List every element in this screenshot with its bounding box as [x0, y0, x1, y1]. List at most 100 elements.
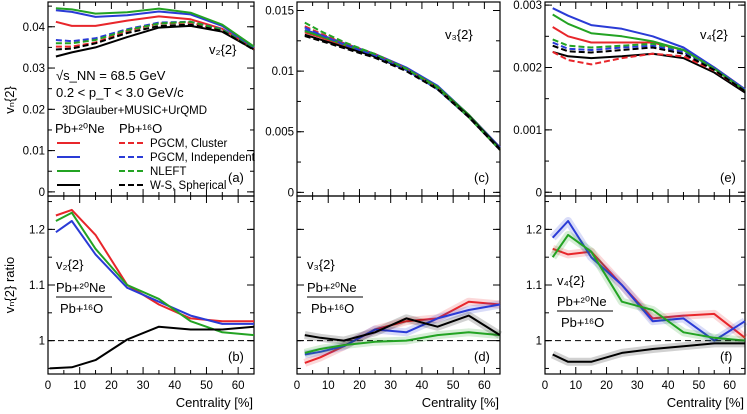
x-tick-label: 60	[723, 380, 736, 392]
panel-a-annotation-model: 3DGlauber+MUSIC+UrQMD	[62, 105, 207, 117]
series-w-s-spherical-line	[49, 325, 255, 370]
y-tick-label: 1.2	[526, 224, 542, 236]
panel-f-ratio-num: Pb+²⁰Ne	[557, 294, 607, 309]
y-tick-label: 0.015	[265, 5, 294, 17]
panel-e-label: (e)	[720, 170, 736, 185]
series-pgcm-independent-line	[55, 220, 254, 325]
y-tick-label: 0	[288, 187, 294, 199]
series-nleft-pb-ne20-line	[304, 30, 501, 150]
panel-e-ticks	[544, 2, 746, 196]
x-tick-label: 0	[542, 380, 548, 392]
panel-f-ratio-den: Pb+¹⁶O	[561, 315, 604, 330]
panel-f-ticks	[544, 196, 746, 374]
series-w-s-spherical-pb-ne20-line	[304, 33, 501, 150]
panel-a-annotation-pt: 0.2 < p_T < 3.0 GeV/c	[56, 85, 184, 100]
x-tick-label: 40	[662, 380, 675, 392]
panel-d-xtick-labels: 0 10 20 30 40 50 60	[294, 380, 491, 392]
y-tick-label: 0.04	[23, 22, 46, 34]
x-tick-label: 10	[73, 380, 86, 392]
series-w-s-spherical-line	[552, 342, 745, 363]
panel-f-ratio-label: v₄{2}	[557, 273, 585, 288]
legend-header-o: Pb+¹⁶O	[119, 121, 162, 136]
panel-b-ylabel: vₙ{2} ratio	[2, 257, 17, 314]
x-tick-label: 0	[45, 380, 51, 392]
panel-f-label: (f)	[720, 349, 732, 364]
legend-label-w-s-spherical: W-S, Spherical	[150, 180, 226, 192]
y-tick-label: 0.001	[513, 125, 542, 137]
panel-f-series	[549, 217, 747, 366]
x-tick-label: 60	[478, 380, 491, 392]
panel-a-ticks	[47, 2, 255, 196]
panel-b-ratio-num: Pb+²⁰Ne	[56, 280, 106, 295]
panel-f-xtick-labels: 0 10 20 30 40 50 60	[542, 380, 736, 392]
panel-f-xlabel: Centrality [%]	[667, 395, 744, 410]
panel-d-series	[303, 297, 503, 367]
x-tick-label: 60	[232, 380, 245, 392]
series-pgcm-independent-pb-o16-line	[552, 41, 746, 92]
panel-d-v3-ratio: 0 10 20 30 40 50 60 v₃{2} Pb+²⁰Ne Pb+¹⁶O (d) C…	[294, 195, 503, 410]
series-w-s-spherical-pb-o16-line	[552, 44, 746, 93]
panel-d-ratio-label: v₃{2}	[307, 257, 335, 272]
series-nleft-line	[304, 331, 501, 354]
panel-d-label: (d)	[474, 349, 490, 364]
x-tick-label: 30	[384, 380, 397, 392]
series-w-s-spherical-pb-o16-line	[55, 23, 255, 51]
x-tick-label: 40	[168, 380, 181, 392]
series-w-s-spherical-pb-ne20-line	[552, 50, 746, 94]
y-tick-label: 0.003	[513, 0, 542, 12]
y-tick-label: 1.2	[29, 224, 45, 236]
y-tick-label: 0.005	[265, 127, 294, 139]
x-tick-label: 10	[569, 380, 582, 392]
y-tick-label: 0.03	[23, 63, 45, 75]
y-tick-label: 1	[39, 336, 45, 348]
panel-b-v2-ratio: 1 1.1 1.2 0 10 20 30 40 50 60 v₂{2} Pb+²⁰Ne Pb+¹…	[2, 195, 255, 410]
panel-b-ratio-label: v₂{2}	[56, 257, 84, 272]
legend-label-pgcm-cluster: PGCM, Cluster	[150, 138, 227, 150]
panel-d-ticks	[296, 196, 501, 374]
panel-a-annotation-energy: √s_NN = 68.5 GeV	[56, 68, 166, 83]
y-tick-label: 0.01	[272, 66, 294, 78]
series-pgcm-independent-pb-ne20-line	[55, 9, 255, 49]
series-w-s-spherical-pb-o16-line	[304, 35, 501, 151]
panel-e-ytick-labels: 0 0.001 0.002 0.003	[513, 0, 542, 199]
panel-b-ratio-den: Pb+¹⁶O	[60, 301, 103, 316]
panel-b-label: (b)	[228, 349, 244, 364]
y-tick-label: 1	[536, 336, 542, 348]
panel-c-title: v₃{2}	[445, 27, 473, 42]
panel-a-label: (a)	[228, 170, 244, 185]
x-tick-label: 30	[137, 380, 150, 392]
series-pgcm-cluster-pb-ne20-line	[304, 31, 501, 149]
legend-label-nleft: NLEFT	[150, 166, 186, 178]
legend-header-ne: Pb+²⁰Ne	[55, 121, 105, 136]
panel-c-ticks	[296, 2, 501, 196]
panel-d-xlabel: Centrality [%]	[422, 395, 499, 410]
panel-b-xlabel: Centrality [%]	[176, 395, 253, 410]
panel-e-v4: 0 0.001 0.002 0.003 v₄{2} (e)	[513, 0, 746, 199]
series-w-s-spherical-band	[550, 339, 745, 366]
panel-a-series	[55, 7, 255, 58]
panel-c-label: (c)	[474, 170, 489, 185]
series-nleft-line	[55, 211, 255, 337]
y-tick-label: 1.1	[526, 280, 542, 292]
y-tick-label: 1.1	[29, 280, 45, 292]
series-nleft-pb-o16-line	[304, 21, 501, 151]
series-pgcm-independent-pb-ne20-line	[304, 28, 501, 149]
panel-a-legend: PGCM, Cluster PGCM, Independent NLEFT W-S, …	[57, 138, 256, 192]
y-tick-label: 0.01	[23, 146, 45, 158]
panel-a-v2: 0 0.01 0.02 0.03 0.04 v₂{2} √s_NN = 68.5 GeV…	[2, 1, 256, 199]
panel-e-series	[552, 7, 746, 94]
series-nleft-line	[551, 233, 746, 342]
y-tick-label: 0.002	[513, 62, 542, 74]
y-tick-label: 0	[536, 187, 542, 199]
x-tick-label: 0	[294, 380, 300, 392]
series-w-s-spherical-line	[304, 314, 501, 342]
panel-e-title: v₄{2}	[700, 27, 728, 42]
x-tick-label: 40	[416, 380, 429, 392]
y-tick-label: 0	[39, 187, 45, 199]
series-pgcm-independent-pb-ne20-line	[552, 7, 746, 91]
x-tick-label: 50	[447, 380, 460, 392]
series-nleft-pb-ne20-line	[55, 7, 255, 48]
panel-a-ylabel: vₙ{2}	[2, 86, 17, 114]
panel-a-title: v₂{2}	[209, 42, 237, 57]
